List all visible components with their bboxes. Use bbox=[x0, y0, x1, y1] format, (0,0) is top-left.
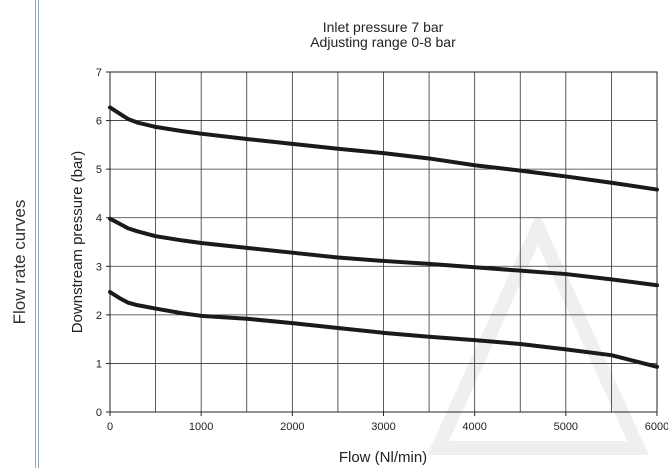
x-tick-label: 5000 bbox=[554, 421, 578, 433]
y-tick-label: 5 bbox=[96, 164, 102, 176]
y-tick-label: 6 bbox=[96, 116, 102, 128]
y-tick-label: 7 bbox=[96, 67, 102, 79]
x-axis-label: Flow (Nl/min) bbox=[339, 449, 427, 466]
series-line-1 bbox=[108, 105, 659, 192]
y-tick-label: 2 bbox=[96, 310, 102, 322]
chart-title: Inlet pressure 7 bar bbox=[323, 19, 444, 35]
x-tick-label: 4000 bbox=[462, 421, 486, 433]
y-tick-label: 1 bbox=[96, 358, 102, 370]
rail-line bbox=[35, 0, 36, 468]
x-tick-label: 6000 bbox=[645, 421, 668, 433]
x-tick-label: 2000 bbox=[280, 421, 304, 433]
series-line-2 bbox=[108, 216, 659, 288]
series-line-3 bbox=[108, 290, 659, 369]
rail-line bbox=[38, 0, 39, 468]
x-tick-label: 1000 bbox=[189, 421, 213, 433]
chart-subtitle: Adjusting range 0-8 bar bbox=[310, 34, 456, 50]
side-rail bbox=[0, 0, 40, 468]
y-axis-label: Downstream pressure (bar) bbox=[69, 151, 86, 334]
x-tick-label: 0 bbox=[107, 421, 113, 433]
x-tick-label: 3000 bbox=[371, 421, 395, 433]
y-tick-label: 4 bbox=[96, 213, 102, 225]
y-tick-label: 3 bbox=[96, 261, 102, 273]
y-tick-label: 0 bbox=[96, 407, 102, 419]
watermark bbox=[427, 218, 648, 455]
